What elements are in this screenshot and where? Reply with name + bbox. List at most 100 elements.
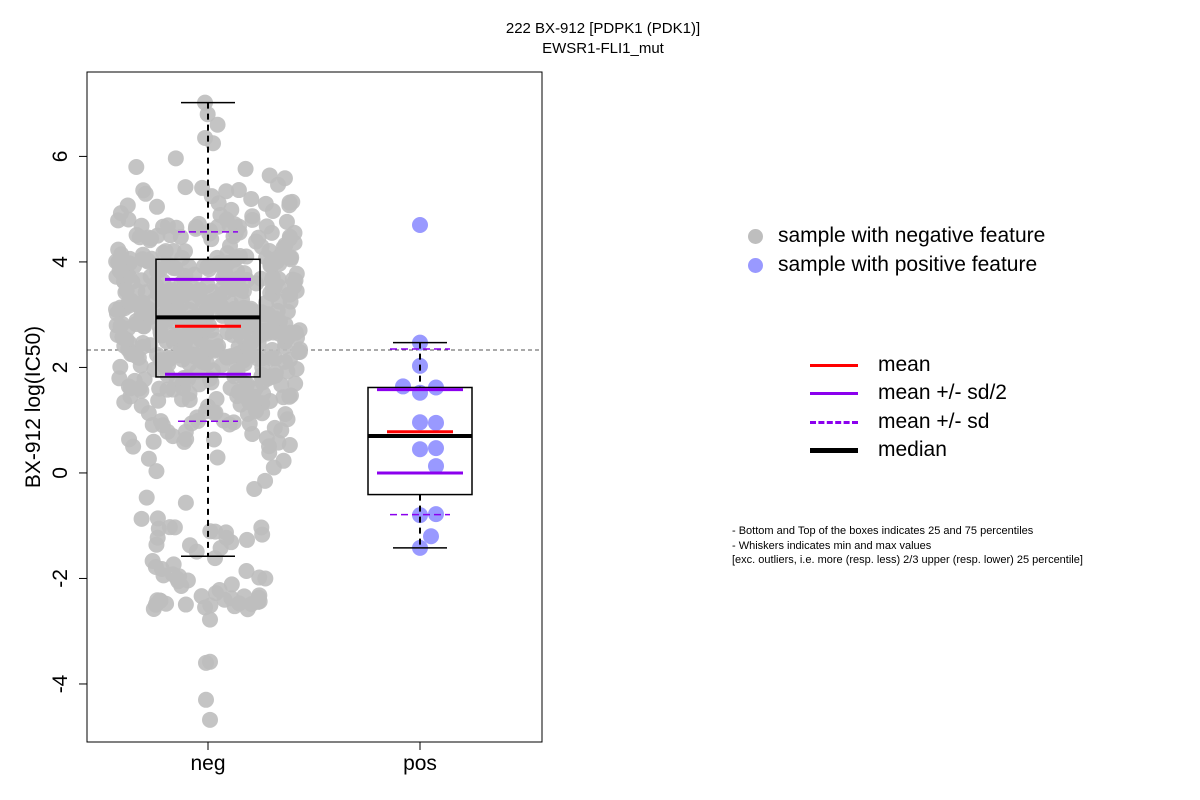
neg-point [205,404,222,421]
neg-point [286,278,303,295]
y-tick-label: 6 [49,151,72,163]
neg-point [191,283,208,300]
legend-label-mean-half-sd: mean +/- sd/2 [878,381,1007,404]
chart-subtitle: EWSR1-FLI1_mut [542,40,664,57]
chart-title: 222 BX-912 [PDPK1 (PDK1)] [505,20,701,37]
neg-point [175,370,192,387]
neg-point [261,444,278,461]
neg-point [160,256,177,273]
legend-line-median [810,447,858,453]
neg-point [212,206,229,223]
neg-point [190,412,207,429]
neg-point [108,301,125,318]
neg-point [207,585,224,602]
neg-point [149,592,166,609]
neg-point [221,416,238,433]
neg-point [171,347,188,364]
neg-point [222,379,239,396]
neg-point [149,227,166,244]
legend-label-mean-sd: mean +/- sd [878,410,990,433]
neg-point [150,392,167,409]
neg-point [280,328,297,345]
neg-point [257,570,274,587]
neg-point [236,375,253,392]
neg-point [220,348,237,365]
neg-point [198,691,214,708]
neg-point [165,242,182,259]
pos-point [395,378,411,395]
neg-point [174,391,191,408]
legend-label-positive: sample with positive feature [778,253,1038,276]
neg-point [128,158,145,175]
legend-line-mean [810,363,858,367]
neg-point [127,315,144,332]
neg-point [203,283,220,300]
neg-point [177,494,194,511]
neg-point [244,208,261,225]
neg-point [209,449,226,466]
neg-point [254,405,271,422]
neg-point [236,355,253,372]
legend-item-median: median [810,438,947,462]
neg-point [201,296,218,313]
neg-point [152,352,169,369]
neg-point [291,341,308,358]
neg-point [134,334,151,351]
legend-marker-positive [748,257,763,273]
neg-point [166,288,183,305]
neg-point [112,358,129,375]
neg-point [262,255,279,272]
neg-point [170,573,187,590]
neg-point [195,321,212,338]
neg-point [138,489,155,506]
pos-point [428,414,444,431]
legend-item-positive: sample with positive feature [748,253,1037,277]
neg-point [264,341,281,358]
neg-point [282,387,299,404]
neg-point [265,459,282,476]
neg-point [114,329,131,346]
neg-point [249,350,266,367]
neg-point [205,135,222,152]
neg-point [288,265,305,282]
neg-point [254,526,271,543]
neg-point [110,241,127,258]
neg-point [281,197,298,214]
neg-point [267,310,284,327]
y-tick-label: 4 [49,256,72,268]
legend-label-median: median [878,438,947,461]
neg-point [194,179,211,196]
neg-point [119,197,136,214]
iqr-box [367,386,473,496]
pos-point [412,414,428,431]
x-tick-label: neg [190,752,225,775]
neg-point [257,472,274,489]
neg-point [240,340,257,357]
neg-point [142,268,159,285]
neg-point [281,437,298,454]
neg-point [210,195,227,212]
legend-item-mean-sd: mean +/- sd [810,410,989,434]
legend-item-mean: mean [810,353,931,377]
neg-point [177,596,194,613]
neg-point [270,278,287,295]
neg-point [135,246,152,263]
neg-point [202,653,218,670]
neg-point [120,211,137,228]
neg-point [125,438,142,455]
neg-point [132,357,149,374]
neg-point [190,215,207,232]
note-outliers: [exc. outliers, i.e. more (resp. less) 2… [732,554,1083,566]
neg-point [178,431,195,448]
pos-point [412,441,428,458]
neg-point [279,411,296,428]
neg-point [167,150,184,167]
pos-point [412,216,428,233]
neg-point [223,576,240,593]
neg-point [148,536,165,553]
neg-point [238,562,255,579]
note-boxes: - Bottom and Top of the boxes indicates … [732,525,1034,537]
note-whiskers: - Whiskers indicates min and max values [732,540,932,552]
neg-point [216,284,233,301]
